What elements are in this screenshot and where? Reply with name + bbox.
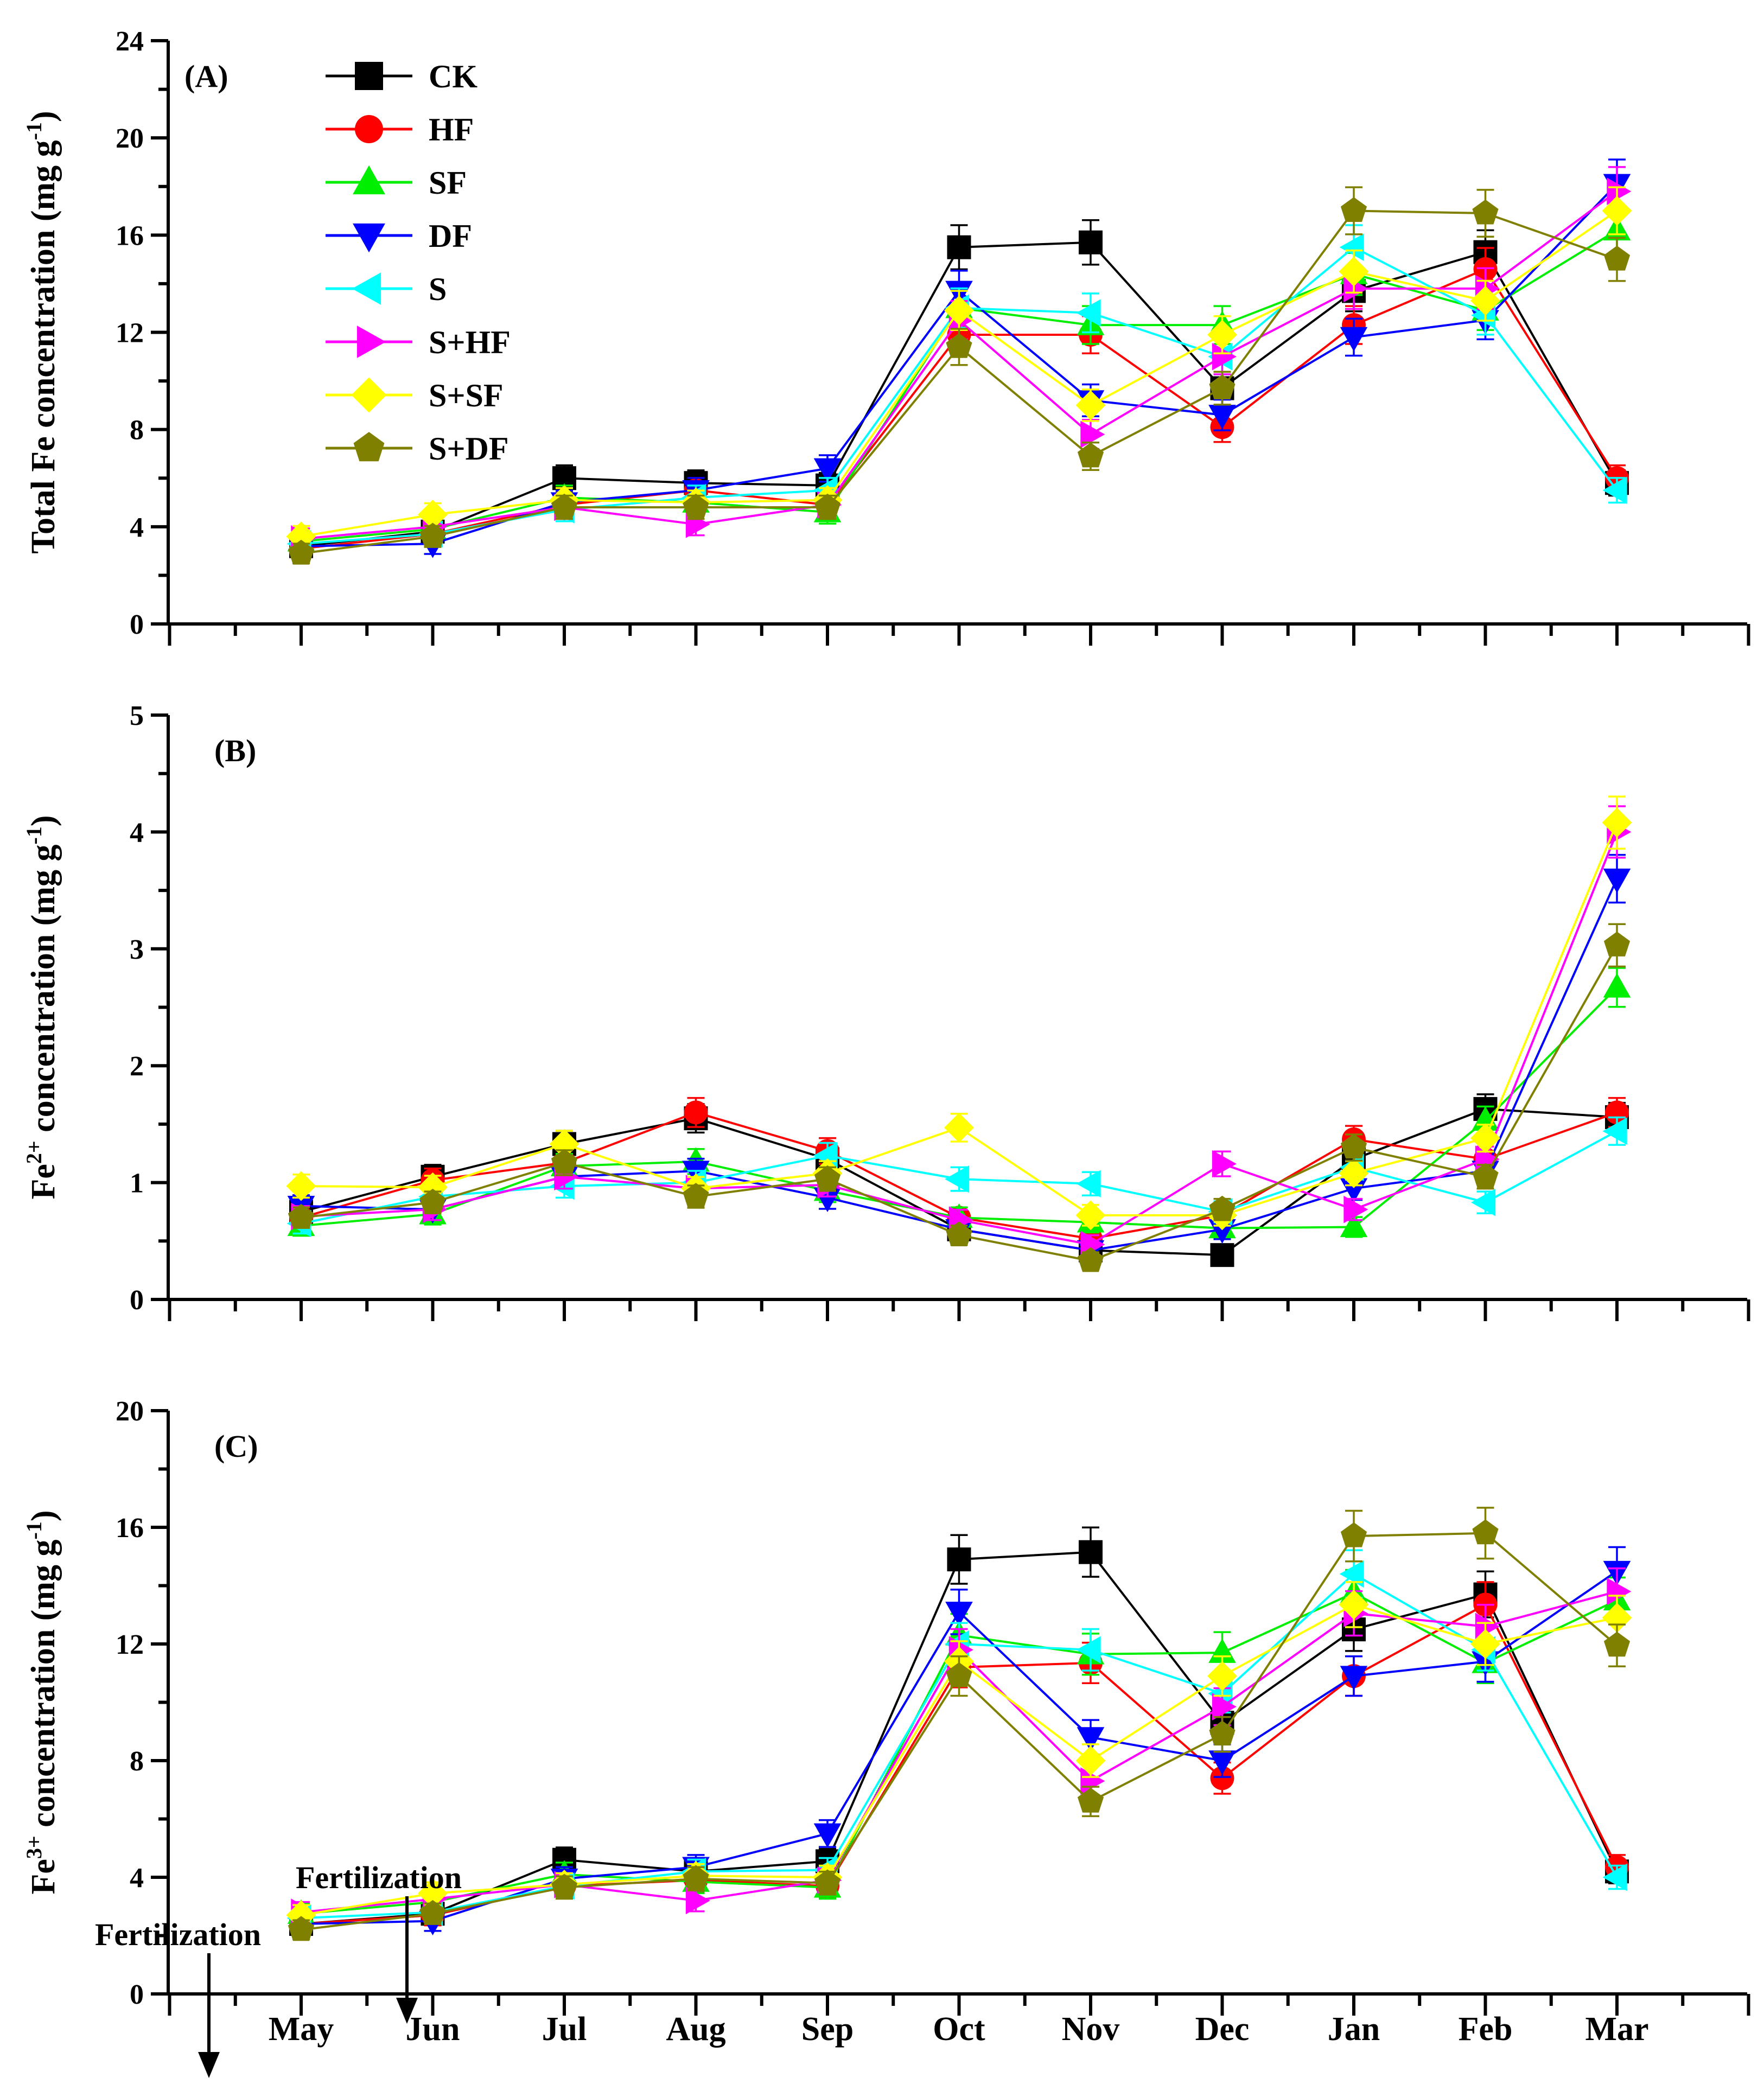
- month-label-sep: Sep: [801, 2011, 854, 2048]
- y-tick-label: 0: [130, 1285, 144, 1316]
- legend-label-s: S: [429, 271, 447, 307]
- panel-b-fe2: 0 1 2 3 4 5 Fe2+ concentration (mg g-1) (B): [22, 700, 1749, 1321]
- month-label-dec: Dec: [1195, 2011, 1250, 2048]
- month-label-mar: Mar: [1585, 2011, 1648, 2048]
- legend-label-df: DF: [429, 218, 472, 254]
- month-label-nov: Nov: [1062, 2011, 1120, 2048]
- y-tick-label: 0: [130, 1979, 144, 2010]
- data-point-s-plus-sf: [944, 1113, 974, 1143]
- legend-label-s-plus-sf: S+SF: [429, 378, 504, 413]
- data-point-ck: [1079, 231, 1103, 254]
- legend-label-s-plus-hf: S+HF: [429, 324, 511, 360]
- data-point-df: [1340, 327, 1368, 352]
- month-label-jan: Jan: [1328, 2011, 1380, 2048]
- y-tick-label: 1: [130, 1168, 144, 1199]
- legend-label-s-plus-df: S+DF: [429, 431, 509, 467]
- y-tick-label: 16: [116, 220, 144, 251]
- month-label-jun: Jun: [406, 2011, 460, 2048]
- panel-label: (C): [214, 1429, 258, 1464]
- data-point-ck: [947, 235, 971, 259]
- series-df: [288, 855, 1631, 1265]
- y-tick-label: 16: [116, 1513, 144, 1544]
- legend-marker-df: [353, 224, 385, 252]
- y-tick-label: 4: [130, 1863, 144, 1894]
- legend-marker-ck: [355, 62, 383, 90]
- legend-marker-s-plus-sf: [352, 378, 387, 413]
- data-point-hf: [684, 1100, 708, 1124]
- fertilization-label-2: Fertilization: [296, 1860, 462, 1895]
- series-line-s-plus-sf: [301, 823, 1617, 1215]
- legend-label-ck: CK: [429, 59, 477, 94]
- y-tick-label: 4: [130, 512, 144, 543]
- data-point-s-plus-df: [1604, 246, 1630, 271]
- y-tick-label: 24: [116, 26, 144, 57]
- legend-marker-s: [352, 272, 381, 305]
- y-axis-label: Fe3+ concentration (mg g-1): [22, 1510, 62, 1894]
- panel-label: (B): [214, 733, 256, 768]
- data-point-s: [1471, 1189, 1495, 1216]
- fertilization-arrowhead-1: [198, 2052, 220, 2078]
- data-point-s-plus-hf: [1212, 1150, 1237, 1178]
- y-tick-label: 0: [130, 609, 144, 640]
- fertilization-label-1: Fertilization: [95, 1917, 261, 1952]
- data-point-s-plus-sf: [1076, 1200, 1106, 1230]
- data-point-s-plus-df: [1341, 1522, 1367, 1547]
- y-axis-label: Fe2+ concentration (mg g-1): [22, 815, 62, 1199]
- panel-c-fe3: 0 4 8 12 16 20 Fe3+ concentration (mg g-1) (C): [22, 1396, 1749, 2016]
- data-point-s-plus-df: [1472, 200, 1498, 225]
- data-point-ck: [947, 1547, 971, 1571]
- legend-label-hf: HF: [429, 112, 474, 148]
- chart-figure: 04812162024Total Fe concentration (mg g-…: [0, 0, 1764, 2084]
- y-tick-label: 8: [130, 1746, 144, 1777]
- data-point-s: [945, 1165, 969, 1193]
- data-point-s-plus-df: [1341, 197, 1367, 222]
- y-tick-label: 12: [116, 318, 144, 349]
- y-tick-label: 3: [130, 934, 144, 965]
- y-tick-label: 2: [130, 1051, 144, 1082]
- panel-a-total-fe: 0 4 8 12 16 20 24 Total Fe concentration (mg g-…: [22, 26, 1749, 646]
- month-label-may: May: [269, 2011, 334, 2048]
- legend-label-sf: SF: [429, 165, 467, 201]
- data-point-ck: [1079, 1540, 1103, 1564]
- y-tick-label: 12: [116, 1629, 144, 1660]
- y-axis-label: Total Fe concentration (mg g-1): [22, 111, 62, 553]
- month-axis-labels: May Jun Jul Aug Sep Oct Nov Dec Jan Feb Mar: [269, 2011, 1649, 2048]
- y-tick-label: 8: [130, 415, 144, 446]
- series-sf: [288, 968, 1631, 1238]
- data-point-s-plus-df: [1604, 932, 1630, 957]
- data-point-s-plus-df: [1604, 1631, 1630, 1656]
- legend-marker-hf: [355, 115, 383, 143]
- data-point-s-plus-sf: [1207, 1661, 1237, 1691]
- legend-marker-s-plus-hf: [357, 326, 386, 358]
- data-point-df: [1603, 869, 1631, 893]
- series-line-df: [301, 879, 1617, 1251]
- month-label-feb: Feb: [1459, 2011, 1513, 2048]
- legend: CK HF SF DF S S+HF S+SF S+DF: [326, 59, 511, 467]
- y-tick-label: 5: [130, 700, 144, 731]
- month-label-aug: Aug: [666, 2011, 725, 2048]
- month-label-oct: Oct: [933, 2011, 985, 2048]
- y-tick-label: 20: [116, 1396, 144, 1427]
- legend-marker-sf: [353, 165, 385, 194]
- data-point-sf: [1603, 973, 1631, 997]
- month-label-jul: Jul: [542, 2011, 587, 2048]
- y-tick-label: 20: [116, 123, 144, 154]
- data-point-s-plus-hf: [1080, 420, 1105, 448]
- data-point-s: [1077, 1170, 1101, 1197]
- series-df: [288, 1547, 1631, 1939]
- legend-marker-s-plus-df: [354, 432, 385, 461]
- panel-label: (A): [184, 59, 228, 94]
- data-point-ck: [1211, 1243, 1234, 1267]
- data-point-s-plus-df: [1472, 1519, 1498, 1544]
- y-tick-label: 4: [130, 817, 144, 848]
